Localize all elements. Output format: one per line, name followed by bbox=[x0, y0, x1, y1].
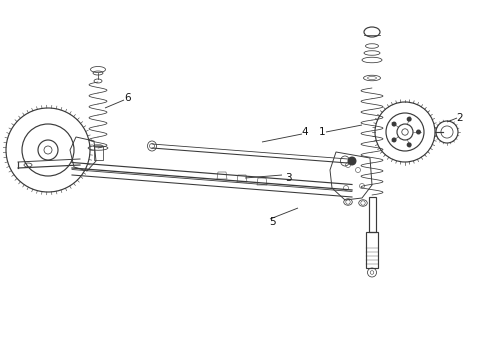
Text: 3: 3 bbox=[285, 173, 292, 183]
Circle shape bbox=[392, 122, 396, 126]
Circle shape bbox=[348, 157, 356, 165]
Bar bbox=[368, 197, 375, 231]
Text: 1: 1 bbox=[318, 127, 325, 137]
Text: 5: 5 bbox=[269, 217, 275, 227]
Bar bbox=[366, 231, 378, 268]
Circle shape bbox=[416, 130, 420, 134]
Text: 6: 6 bbox=[124, 93, 131, 103]
Circle shape bbox=[407, 143, 411, 147]
Text: 2: 2 bbox=[457, 113, 464, 123]
Text: 4: 4 bbox=[302, 127, 308, 137]
Circle shape bbox=[407, 117, 411, 121]
Circle shape bbox=[392, 138, 396, 142]
Bar bbox=[94, 146, 102, 160]
